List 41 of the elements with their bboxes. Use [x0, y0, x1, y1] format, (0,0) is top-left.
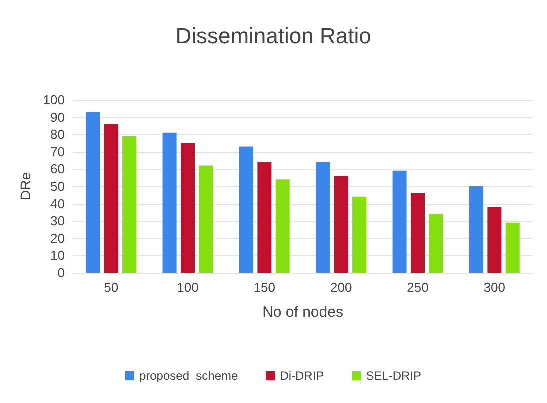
bar	[86, 112, 100, 273]
legend-label: Di-DRIP	[280, 369, 324, 383]
x-tick-label: 200	[330, 280, 352, 295]
bar	[276, 180, 290, 273]
bar	[258, 162, 272, 273]
bar	[506, 222, 520, 273]
bar	[469, 186, 484, 273]
legend-label: proposed scheme	[139, 369, 239, 383]
bar	[181, 143, 195, 273]
chart-title: Dissemination Ratio	[176, 24, 372, 48]
y-tick-label: 80	[50, 127, 65, 142]
y-tick-label: 20	[50, 230, 65, 246]
x-tick-label: 300	[484, 280, 506, 295]
bar	[411, 193, 425, 273]
y-tick-label: 90	[50, 110, 65, 125]
y-tick-label: 30	[50, 214, 65, 229]
bar	[429, 214, 444, 273]
bar	[334, 176, 348, 273]
y-tick-label: 100	[43, 92, 65, 108]
x-axis-title: No of nodes	[262, 304, 344, 321]
y-axis-title: DRe	[17, 172, 34, 201]
bar	[352, 196, 367, 273]
bar	[104, 124, 118, 273]
bar	[122, 136, 137, 273]
bar	[316, 162, 330, 273]
x-tick-label: 100	[177, 280, 199, 295]
y-tick-label: 60	[50, 162, 65, 177]
legend-label: SEL-DRIP	[366, 369, 422, 383]
bar	[162, 132, 177, 273]
bar	[199, 166, 214, 273]
y-tick-label: 0	[58, 266, 65, 280]
bar	[392, 170, 407, 273]
bar	[239, 146, 254, 273]
x-tick-label: 250	[407, 280, 429, 295]
y-tick-label: 70	[50, 144, 65, 160]
bar	[488, 207, 502, 273]
y-tick-label: 10	[50, 248, 65, 264]
x-tick-label: 150	[254, 280, 276, 295]
y-tick-label: 40	[50, 196, 65, 212]
x-tick-label: 50	[104, 280, 119, 295]
y-tick-label: 50	[50, 179, 65, 194]
